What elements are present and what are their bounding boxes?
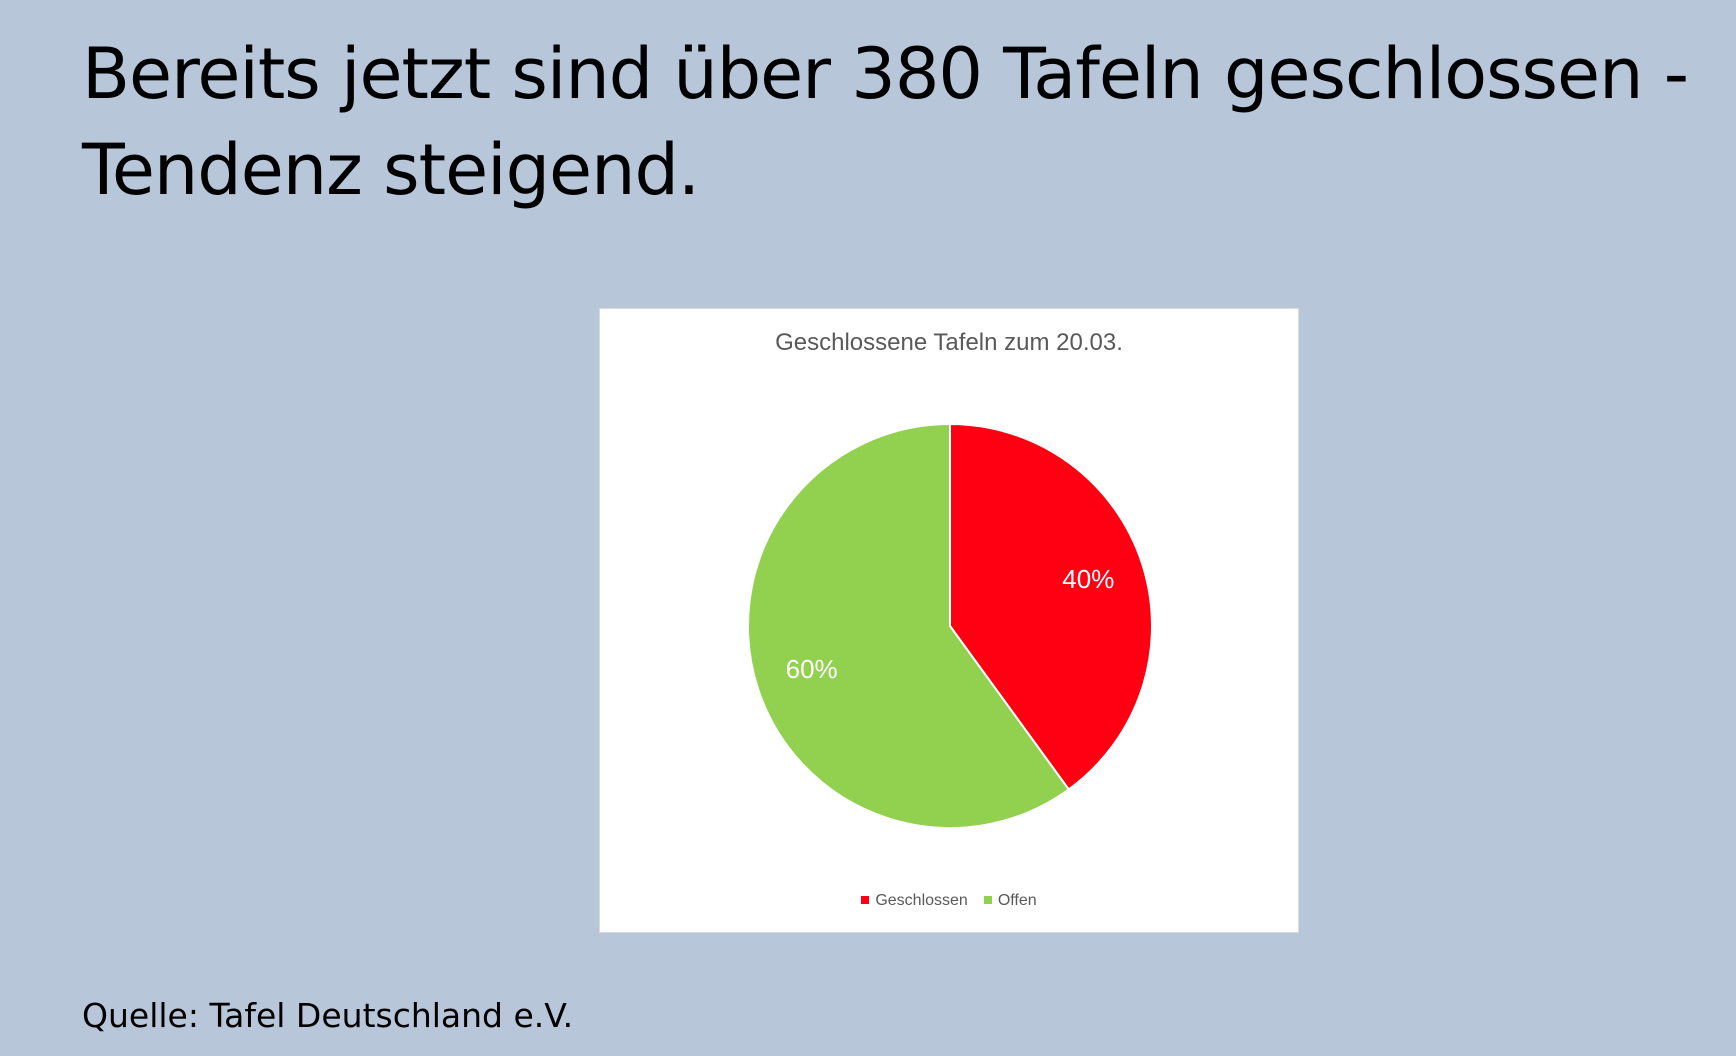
pie-slice-offen (747, 422, 1071, 829)
data-label-geschlossen: 40% (1062, 564, 1114, 594)
chart-legend: Geschlossen Offen (600, 892, 1298, 910)
source-note: Quelle: Tafel Deutschland e.V. (82, 996, 574, 1035)
data-label-offen: 60% (786, 654, 838, 684)
legend-label-offen: Offen (997, 892, 1037, 909)
legend-swatch-offen (983, 896, 992, 904)
pie-slice-geschlossen (949, 422, 1153, 791)
chart-area: Geschlossene Tafeln zum 20.03. 40% 60% Ge… (599, 308, 1299, 933)
legend-item-offen: Offen (983, 892, 1037, 910)
chart-title: Geschlossene Tafeln zum 20.03. (775, 329, 1123, 356)
slide-title: Bereits jetzt sind über 380 Tafeln gesch… (82, 33, 1689, 211)
legend-swatch-geschlossen (861, 896, 870, 904)
pie-chart: 40% 60% (747, 422, 1153, 829)
legend-label-geschlossen: Geschlossen (875, 892, 968, 909)
legend-item-geschlossen: Geschlossen (861, 892, 968, 910)
